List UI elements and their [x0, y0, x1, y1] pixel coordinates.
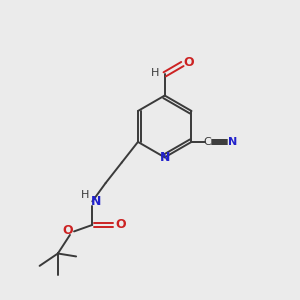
Text: O: O: [184, 56, 194, 69]
Text: H: H: [81, 190, 89, 200]
Text: N: N: [91, 195, 101, 208]
Text: N: N: [160, 151, 170, 164]
Text: O: O: [116, 218, 126, 231]
Text: N: N: [228, 137, 237, 147]
Text: O: O: [63, 224, 74, 237]
Text: H: H: [151, 68, 160, 78]
Text: C: C: [204, 137, 212, 147]
